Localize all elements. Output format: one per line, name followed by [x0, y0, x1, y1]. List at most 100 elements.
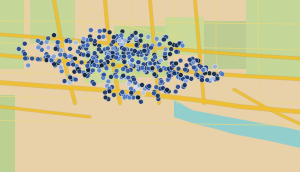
Point: [200, 76, 205, 79]
Point: [109, 55, 114, 57]
Point: [157, 61, 161, 64]
Point: [146, 51, 150, 54]
Point: [144, 71, 149, 74]
Point: [70, 78, 74, 80]
Point: [72, 70, 77, 73]
Point: [124, 48, 129, 51]
Point: [167, 90, 171, 93]
Point: [96, 48, 101, 51]
Point: [26, 64, 31, 67]
Point: [89, 63, 94, 66]
Point: [121, 93, 126, 96]
Point: [111, 40, 116, 43]
Point: [103, 96, 108, 99]
Point: [161, 67, 166, 69]
Point: [183, 76, 188, 79]
Point: [122, 58, 126, 61]
Point: [74, 41, 78, 44]
Point: [145, 63, 150, 66]
Point: [189, 77, 194, 80]
Point: [188, 58, 193, 61]
Point: [130, 59, 135, 62]
Point: [213, 65, 218, 68]
Point: [214, 74, 219, 77]
Point: [144, 67, 149, 70]
Point: [177, 42, 182, 45]
Point: [85, 54, 90, 57]
Point: [52, 63, 57, 65]
Point: [102, 48, 107, 51]
Point: [122, 48, 127, 51]
Point: [154, 74, 158, 77]
Point: [167, 42, 172, 45]
Point: [92, 40, 97, 42]
Point: [104, 57, 109, 60]
Point: [145, 50, 150, 52]
Point: [143, 57, 148, 60]
Point: [205, 79, 210, 81]
Point: [106, 80, 111, 83]
Point: [174, 44, 179, 47]
Point: [114, 56, 118, 59]
Point: [156, 98, 161, 100]
Point: [81, 44, 86, 47]
Point: [116, 57, 121, 60]
Point: [111, 36, 116, 39]
Point: [106, 53, 111, 56]
Point: [99, 50, 103, 53]
Point: [90, 61, 95, 64]
Point: [125, 69, 130, 72]
Point: [79, 61, 84, 64]
Point: [138, 51, 143, 53]
Point: [111, 47, 116, 50]
Point: [202, 68, 207, 71]
Point: [148, 68, 153, 71]
Point: [90, 81, 95, 83]
Point: [126, 52, 131, 55]
Point: [68, 76, 73, 79]
Point: [146, 87, 151, 90]
Point: [152, 53, 157, 56]
Point: [167, 67, 171, 70]
Point: [146, 48, 151, 51]
Point: [115, 35, 119, 38]
Point: [66, 39, 70, 41]
Point: [135, 96, 140, 98]
Point: [166, 72, 171, 75]
Point: [220, 73, 225, 76]
Point: [154, 37, 159, 40]
Point: [171, 64, 176, 67]
FancyBboxPatch shape: [0, 0, 24, 69]
Point: [158, 87, 163, 90]
FancyBboxPatch shape: [30, 0, 75, 43]
Point: [119, 34, 124, 37]
Point: [142, 45, 147, 47]
Point: [66, 63, 71, 66]
Point: [99, 64, 104, 67]
Point: [109, 76, 113, 78]
Point: [106, 89, 111, 92]
Point: [55, 41, 60, 44]
Point: [86, 67, 91, 69]
Point: [81, 40, 85, 43]
Point: [152, 91, 157, 93]
Point: [68, 55, 72, 58]
Point: [107, 31, 112, 34]
Point: [106, 98, 111, 100]
Point: [92, 64, 97, 66]
Point: [140, 84, 144, 86]
Point: [136, 68, 141, 71]
Point: [213, 78, 218, 81]
Point: [176, 85, 180, 88]
Point: [118, 55, 123, 58]
Point: [129, 91, 134, 94]
Point: [57, 60, 62, 62]
Point: [92, 59, 97, 61]
Point: [175, 50, 180, 53]
Point: [165, 89, 170, 91]
Point: [142, 88, 147, 90]
Point: [127, 55, 132, 58]
Point: [35, 39, 40, 42]
Point: [99, 60, 103, 63]
Point: [121, 68, 126, 71]
